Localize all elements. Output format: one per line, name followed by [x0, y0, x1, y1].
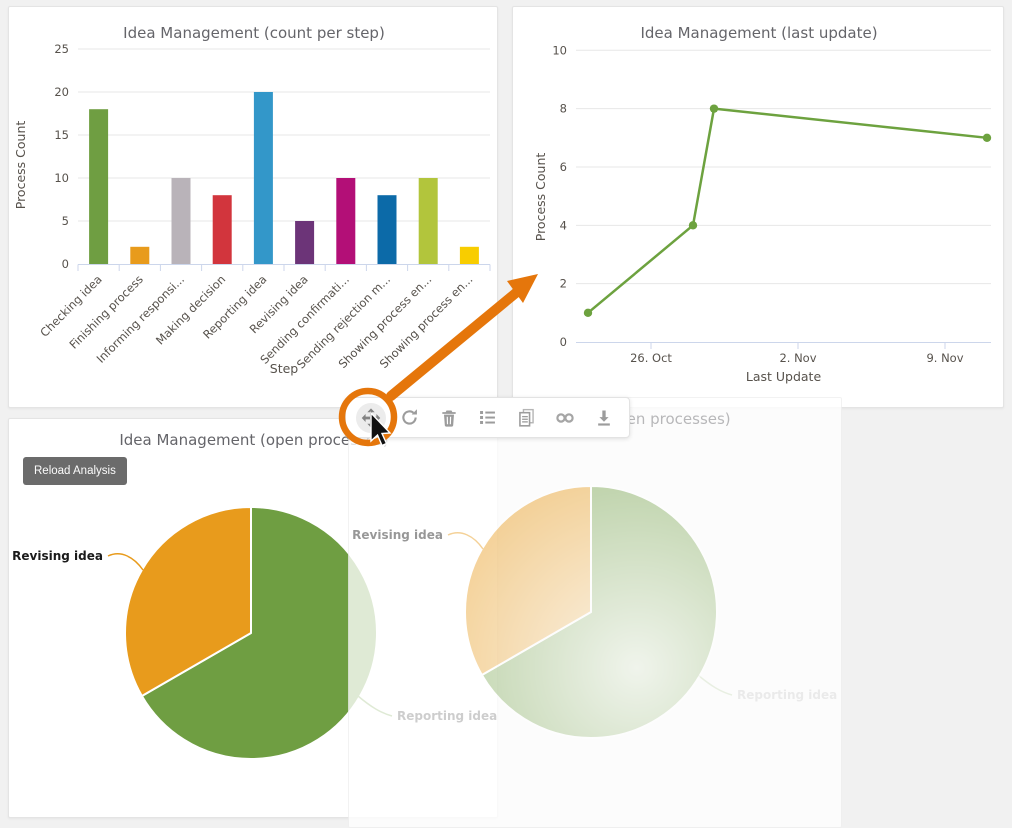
- svg-text:9. Nov: 9. Nov: [926, 351, 963, 365]
- trash-icon: [441, 410, 456, 427]
- svg-text:2. Nov: 2. Nov: [779, 351, 816, 365]
- move-icon: [361, 407, 381, 428]
- line-chart-title: Idea Management (last update): [640, 24, 877, 42]
- svg-text:0: 0: [62, 257, 69, 271]
- svg-text:Step: Step: [270, 361, 299, 376]
- svg-text:15: 15: [54, 128, 69, 142]
- widget-toolbar: [345, 397, 630, 438]
- report-button[interactable]: [511, 403, 541, 433]
- bar-chart-panel: Idea Management (count per step) 0 5 10 15 2…: [8, 6, 498, 408]
- svg-text:5: 5: [62, 214, 69, 228]
- svg-text:0: 0: [560, 335, 567, 349]
- ghost-pie-chart: Idea Management (open processes) Reporti…: [352, 410, 837, 739]
- line-chart-panel: Idea Management (last update) 0 2 4 6 8 10 26.…: [512, 6, 1004, 408]
- svg-text:Revising idea: Revising idea: [352, 528, 443, 542]
- reload-icon: [402, 409, 418, 425]
- svg-text:26. Oct: 26. Oct: [630, 351, 672, 365]
- delete-button[interactable]: [434, 403, 464, 433]
- svg-text:Reporting idea: Reporting idea: [737, 688, 837, 702]
- list-button[interactable]: [472, 403, 502, 433]
- link-infinity-icon: [556, 412, 574, 423]
- svg-text:Making decision: Making decision: [153, 272, 228, 347]
- bar-chart-title: Idea Management (count per step): [123, 24, 385, 42]
- line-chart: Idea Management (last update) 0 2 4 6 8 10 26.…: [533, 24, 992, 384]
- document-copy-icon: [518, 408, 534, 427]
- ghost-fade-overlay: [464, 485, 718, 739]
- svg-text:25: 25: [54, 42, 69, 56]
- download-icon: [598, 410, 610, 426]
- svg-text:10: 10: [552, 43, 567, 57]
- download-button[interactable]: [589, 403, 619, 433]
- svg-text:8: 8: [560, 102, 567, 116]
- list-icon: [480, 411, 495, 424]
- svg-text:Process Count: Process Count: [533, 153, 548, 242]
- reload-analysis-button[interactable]: Reload Analysis: [23, 457, 127, 485]
- bar-chart: Idea Management (count per step) 0 5 10 15 2…: [13, 24, 491, 376]
- svg-text:Revising idea: Revising idea: [12, 549, 103, 563]
- svg-text:2: 2: [560, 277, 567, 291]
- svg-text:4: 4: [560, 218, 567, 232]
- reload-button[interactable]: [395, 403, 425, 433]
- svg-text:Last Update: Last Update: [746, 369, 822, 384]
- svg-text:20: 20: [54, 85, 69, 99]
- svg-text:10: 10: [54, 171, 69, 185]
- pie-chart-title: Idea Management (open processes): [119, 431, 388, 449]
- svg-text:Finishing process: Finishing process: [66, 272, 145, 351]
- svg-text:6: 6: [560, 160, 567, 174]
- dragged-pie-panel-ghost: Idea Management (open processes) Reporti…: [348, 397, 842, 828]
- svg-text:Process Count: Process Count: [13, 121, 28, 210]
- move-button[interactable]: [356, 402, 386, 433]
- link-button[interactable]: [550, 403, 580, 433]
